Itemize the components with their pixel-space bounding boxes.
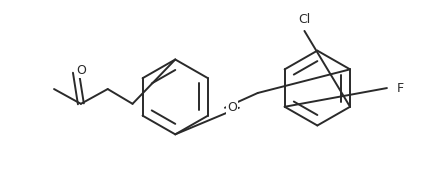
Text: Cl: Cl <box>298 13 311 26</box>
Text: O: O <box>227 101 237 114</box>
Text: O: O <box>76 64 86 77</box>
Text: F: F <box>397 82 404 95</box>
